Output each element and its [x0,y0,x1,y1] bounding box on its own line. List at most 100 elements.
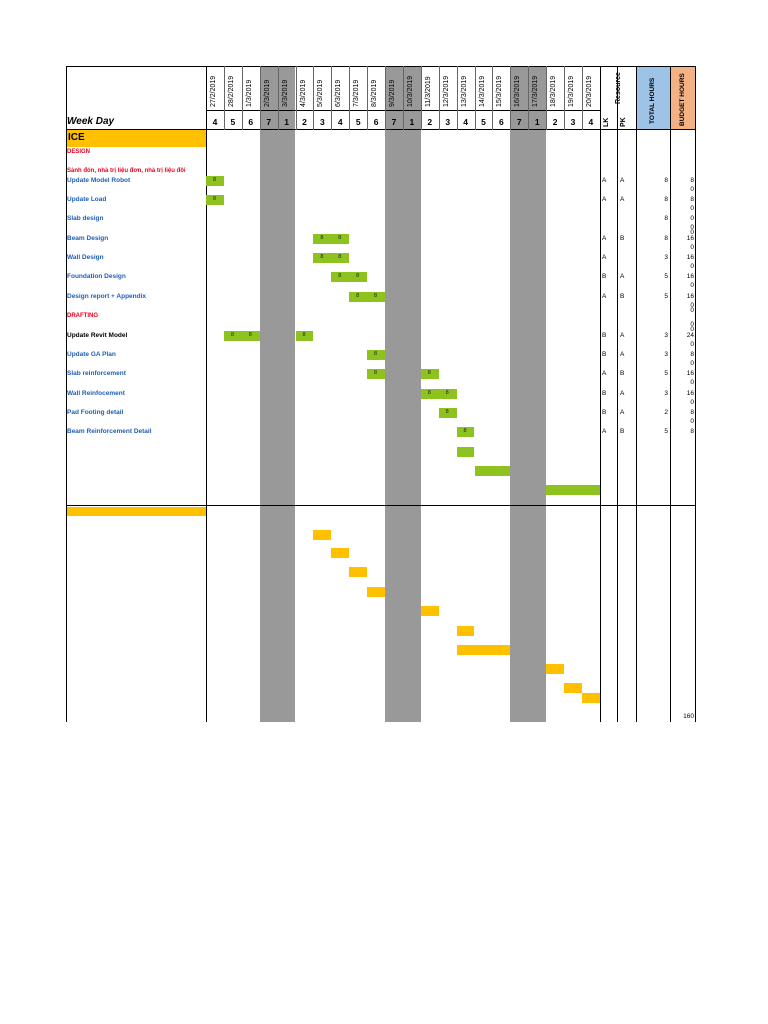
resource-lk: B [602,409,607,416]
weekday-number: 7 [266,117,272,127]
task-label: Slab design [67,215,104,222]
section-title-ice: ICE [68,132,85,143]
gantt-bar-green: 8 [206,176,224,186]
gantt-bar-green: 8 [438,408,457,418]
resource-lk: A [602,428,607,435]
budget-zero-value: 0 [690,399,694,406]
resource-pk: A [620,196,625,203]
resource-pk: A [620,332,625,339]
weekday-number: 5 [230,117,236,127]
weekend-header [510,66,529,130]
budget-hours-value: 8 [690,177,694,184]
gantt-bar-hours: 8 [427,390,431,396]
weekday-number: 4 [463,117,468,127]
task-label: Pad Footing detail [67,409,124,416]
budget-zero-value: 0 [690,418,694,425]
total-hours-value: 8 [664,177,668,184]
date-label: 16/3/2019 [514,75,522,107]
budget-zero-value: 0 [690,307,694,314]
column-rule [695,66,696,722]
date-column-rule [313,66,315,130]
total-hours-value: 5 [664,370,668,377]
date-column-rule [295,66,297,130]
budget-zero-value: 0 [690,321,694,328]
task-label: Slab reinforcement [67,370,126,377]
budget-hours-value: 24 [686,332,694,339]
gantt-bar-green [474,466,511,476]
budget-hours-header-bg [670,66,695,130]
weekend-band [510,130,529,722]
resource-pk: A [620,390,625,397]
weekday-number: 5 [481,117,486,127]
date-column-rule [528,66,530,130]
budget-hours-value: 8 [690,351,694,358]
weekday-number: 7 [391,117,397,127]
resource-lk: A [602,177,607,184]
task-label: Update GA Plan [67,351,116,358]
resource-header: Resource [615,72,622,104]
weekend-band [259,130,278,722]
weekday-number: 1 [409,117,415,127]
gantt-bar-green [456,447,475,457]
resource-pk: B [620,428,625,435]
gantt-bar-yellow [546,664,564,674]
column-rule [66,66,67,722]
gantt-bar-hours: 8 [338,235,342,241]
weekday-number: 2 [302,117,307,127]
date-column-rule [277,66,279,130]
date-label: 7/3/2019 [353,79,361,107]
task-label: Update Model Robot [67,177,131,184]
table-top-border [66,66,695,67]
budget-grand-total: 160 [683,713,694,720]
weekday-number: 3 [320,117,325,127]
gantt-bar-hours: 8 [302,332,306,338]
total-hours-value: 8 [664,215,668,222]
gantt-bar-hours: 8 [445,390,449,396]
date-column-rule [385,66,386,130]
budget-hours-value: 16 [686,390,694,397]
weekday-number: 6 [499,117,504,127]
weekend-header [402,66,421,130]
weekend-band [528,130,547,722]
resource-lk: A [602,196,607,203]
date-label: 8/3/2019 [371,79,379,107]
gantt-bar-green: 8 [456,427,475,437]
gantt-bar-yellow [420,606,439,616]
budget-zero-value: 0 [690,263,694,270]
resource-pk: A [620,409,625,416]
section-divider [66,505,695,506]
resource-lk: B [602,273,607,280]
total-hours-value: 3 [664,351,668,358]
gantt-bar-yellow [331,548,350,558]
date-label: 3/3/2019 [281,79,289,107]
gantt-bar-yellow [456,626,475,636]
budget-hours-value: 16 [686,370,694,377]
resource-pk-header: PK [620,117,627,127]
column-rule [670,66,671,722]
resource-lk: A [602,235,607,242]
resource-pk: B [620,235,625,242]
weekday-number: 3 [445,117,451,127]
weekday-number: 4 [212,117,218,127]
date-column-rule [259,66,261,130]
budget-hours-value: 16 [686,235,694,242]
gantt-bar-yellow [581,693,600,703]
resource-lk: A [602,254,607,261]
resource-lk: B [602,351,607,358]
date-label: 1/3/2019 [245,79,253,107]
gantt-bar-hours: 8 [374,351,378,357]
date-label: 4/3/2019 [299,79,307,107]
task-label: Beam Reinforcement Detail [67,428,152,435]
weekday-number: 1 [534,117,540,127]
resource-pk: B [620,370,625,377]
gantt-bar-hours: 8 [338,273,342,279]
date-label: 19/3/2019 [568,75,575,107]
total-hours-value: 3 [664,332,668,339]
total-hours-value: 3 [664,390,668,397]
total-hours-value: 5 [664,293,668,300]
budget-zero-value: 0 [690,229,694,236]
column-rule [206,66,207,722]
resource-lk: B [602,332,607,339]
weekday-number: 1 [284,117,289,127]
